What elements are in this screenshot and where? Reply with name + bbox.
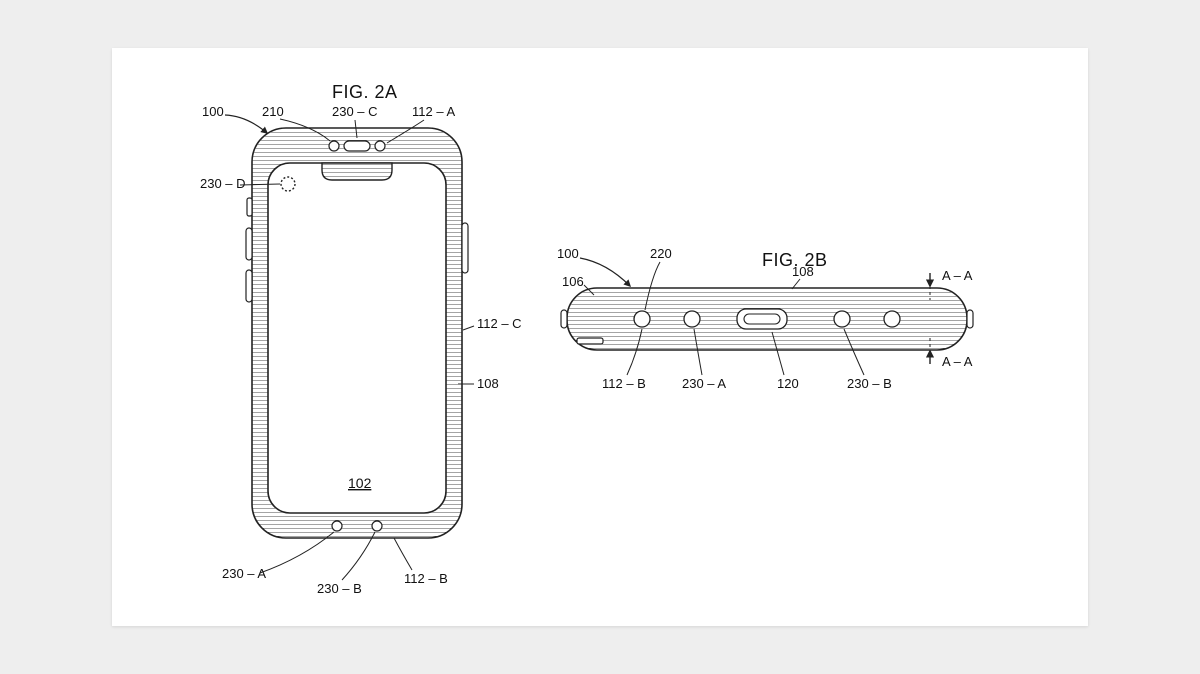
mute-switch [247, 198, 252, 216]
label-AA-bot: A – A [942, 354, 973, 369]
bottom-hole-right [372, 521, 382, 531]
label-112b: 112 – B [404, 571, 448, 586]
leader-112b [394, 538, 412, 570]
leader-100 [225, 115, 267, 133]
label-230c: 230 – C [332, 104, 378, 119]
vol-up [246, 228, 252, 260]
hole-2 [684, 311, 700, 327]
label-112b-b: 112 – B [602, 376, 646, 391]
hole-230d [281, 177, 295, 191]
earpiece [344, 141, 370, 151]
label-108b: 108 [792, 264, 814, 279]
fig2a-title: FIG. 2A [332, 82, 398, 102]
figure-panel: FIG. 2A 102 100 210 230 – C 112 – A 230 … [112, 48, 1088, 626]
hole-1 [634, 311, 650, 327]
bottom-hole-left [332, 521, 342, 531]
label-230b-b: 230 – B [847, 376, 892, 391]
display [268, 163, 446, 513]
label-106: 106 [562, 274, 584, 289]
label-230b: 230 – B [317, 581, 362, 596]
vol-down [246, 270, 252, 302]
leader-100b [580, 258, 630, 286]
label-230d: 230 – D [200, 176, 246, 191]
left-nub [561, 310, 567, 328]
label-108: 108 [477, 376, 499, 391]
sim-tray [577, 338, 603, 344]
label-112c: 112 – C [477, 316, 522, 331]
top-sensor-right [375, 141, 385, 151]
label-230a: 230 – A [222, 566, 266, 581]
label-112a: 112 – A [412, 104, 455, 119]
top-sensor-left [329, 141, 339, 151]
leader-230b [342, 532, 375, 580]
notch [322, 163, 392, 180]
right-nub [967, 310, 973, 328]
fig-2b: FIG. 2B 100 220 106 108 112 – B 230 – A … [557, 246, 973, 391]
power-button [462, 223, 468, 273]
label-220: 220 [650, 246, 672, 261]
label-100b: 100 [557, 246, 579, 261]
label-102: 102 [348, 475, 372, 491]
hole-4 [884, 311, 900, 327]
label-100: 100 [202, 104, 224, 119]
connector-inner [744, 314, 780, 324]
label-120: 120 [777, 376, 799, 391]
label-AA-top: A – A [942, 268, 973, 283]
leader-112c [463, 326, 474, 330]
fig-2a: FIG. 2A 102 100 210 230 – C 112 – A 230 … [200, 82, 522, 596]
hole-3 [834, 311, 850, 327]
label-230a-b: 230 – A [682, 376, 726, 391]
label-210: 210 [262, 104, 284, 119]
